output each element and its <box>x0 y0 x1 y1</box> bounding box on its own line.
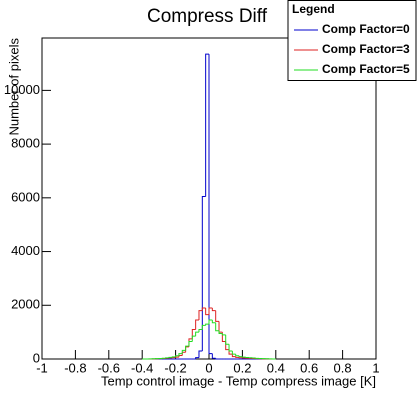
y-tick-label: 8000 <box>11 136 40 151</box>
histogram-bin <box>201 324 206 330</box>
x-axis-label: Temp control image - Temp compress image… <box>101 373 376 388</box>
histogram-bin <box>218 330 223 334</box>
histogram-bin <box>241 356 246 358</box>
y-axis-label: Number of pixels <box>6 38 21 136</box>
x-tick-label: -0.6 <box>98 360 120 375</box>
x-tick-label: -0.8 <box>64 360 86 375</box>
histogram-bin <box>195 319 199 330</box>
x-tick-label: 0.2 <box>233 360 251 375</box>
x-tick-label: 0.8 <box>334 360 352 375</box>
histogram-bin <box>221 333 226 336</box>
histogram-bin <box>235 356 240 358</box>
histogram-bin <box>205 307 209 316</box>
histogram-bin <box>211 320 216 324</box>
histogram-bin <box>171 356 176 358</box>
legend-title: Legend <box>292 2 335 16</box>
histogram-bin <box>215 322 220 332</box>
histogram-bin <box>188 341 193 347</box>
histogram-bin <box>181 349 186 354</box>
histogram-bin <box>191 335 196 342</box>
y-tick-label: 10000 <box>4 82 40 97</box>
histogram-bin <box>178 353 183 356</box>
y-tick-label: 0 <box>33 350 40 365</box>
histogram-bin <box>198 350 203 358</box>
histogram-bin <box>235 354 240 357</box>
legend-label: Comp Factor=3 <box>322 42 410 56</box>
legend-label: Comp Factor=0 <box>322 22 410 36</box>
histogram-bin <box>208 307 213 315</box>
chart-title: Compress Diff <box>147 6 268 27</box>
histogram-bin <box>238 355 243 358</box>
histogram-bin <box>231 350 236 355</box>
histogram-bin <box>215 310 220 322</box>
histogram-bin <box>175 355 179 357</box>
histogram-bin <box>195 357 199 359</box>
histogram-bin <box>201 195 206 351</box>
x-tick-label: -0.2 <box>164 360 186 375</box>
histogram-bin <box>208 54 213 355</box>
y-tick-label: 4000 <box>11 243 40 258</box>
histogram-bin <box>205 53 209 197</box>
histogram-bin <box>208 319 213 325</box>
histogram-bin <box>201 307 206 311</box>
x-tick-label: 0 <box>205 360 212 375</box>
x-tick-label: 1 <box>372 360 379 375</box>
legend-label: Comp Factor=5 <box>322 62 410 76</box>
x-tick-label: 0.4 <box>267 360 285 375</box>
histogram-bin <box>168 356 173 358</box>
histogram-bin <box>225 334 230 345</box>
histogram-bin <box>211 307 216 312</box>
y-tick-label: 6000 <box>11 189 40 204</box>
histogram-bin <box>195 331 199 337</box>
histogram-bin <box>228 344 233 352</box>
histogram-bin <box>198 310 203 321</box>
histogram-bin <box>215 358 220 360</box>
histogram-bin <box>198 328 203 333</box>
histogram-bin <box>231 354 236 358</box>
y-tick-label: 2000 <box>11 297 40 312</box>
x-tick-label: -0.4 <box>131 360 153 375</box>
histogram-bin <box>205 323 209 326</box>
histogram-bin <box>185 345 189 351</box>
x-tick-label: -1 <box>36 360 48 375</box>
histogram-bin <box>175 356 179 358</box>
x-tick-label: 0.6 <box>300 360 318 375</box>
histogram-bin <box>211 353 216 359</box>
legend-box <box>287 0 417 81</box>
